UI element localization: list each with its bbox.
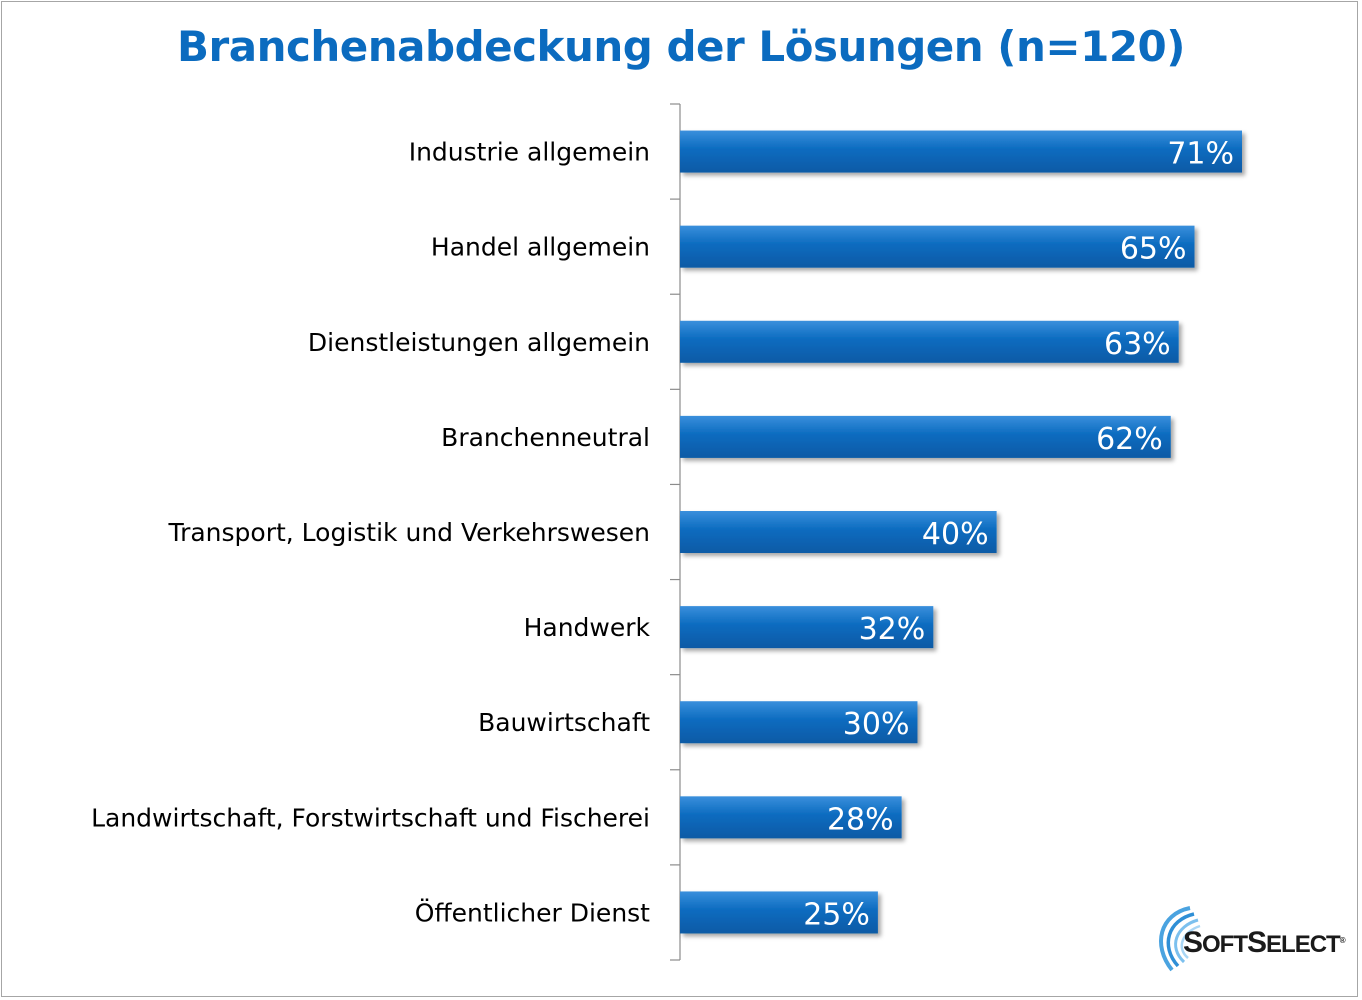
value-label: 30% (843, 707, 910, 742)
category-label: Branchenneutral (441, 423, 650, 452)
logo-text: SOFTSELECT® (1183, 926, 1346, 959)
category-label: Transport, Logistik und Verkehrswesen (167, 518, 650, 547)
value-label: 32% (859, 612, 926, 647)
value-label: 25% (803, 897, 870, 932)
bar (680, 225, 1195, 268)
category-label: Industrie allgemein (409, 138, 650, 167)
bar (680, 511, 997, 553)
bar (680, 796, 902, 839)
chart-title: Branchenabdeckung der Lösungen (n=120) (177, 22, 1185, 71)
value-label: 62% (1096, 422, 1163, 457)
bar (680, 415, 1171, 458)
softselect-logo: SOFTSELECT® (1150, 900, 1346, 980)
value-label: 65% (1120, 232, 1187, 267)
value-label: 40% (922, 517, 989, 552)
value-label: 71% (1167, 137, 1234, 172)
category-label: Dienstleistungen allgemein (308, 328, 650, 357)
bar (680, 701, 918, 744)
category-label: Bauwirtschaft (478, 708, 650, 737)
bar (680, 320, 1179, 363)
category-label: Öffentlicher Dienst (415, 898, 650, 927)
logo-swirl-icon (1159, 906, 1201, 972)
category-label: Handwerk (524, 613, 651, 642)
category-label: Handel allgemein (431, 233, 650, 262)
value-label: 28% (827, 802, 894, 837)
bar (680, 606, 934, 649)
bar (680, 130, 1242, 173)
value-label: 63% (1104, 327, 1171, 362)
category-label: Landwirtschaft, Forstwirtschaft und Fisc… (91, 803, 650, 832)
bar (680, 891, 878, 934)
